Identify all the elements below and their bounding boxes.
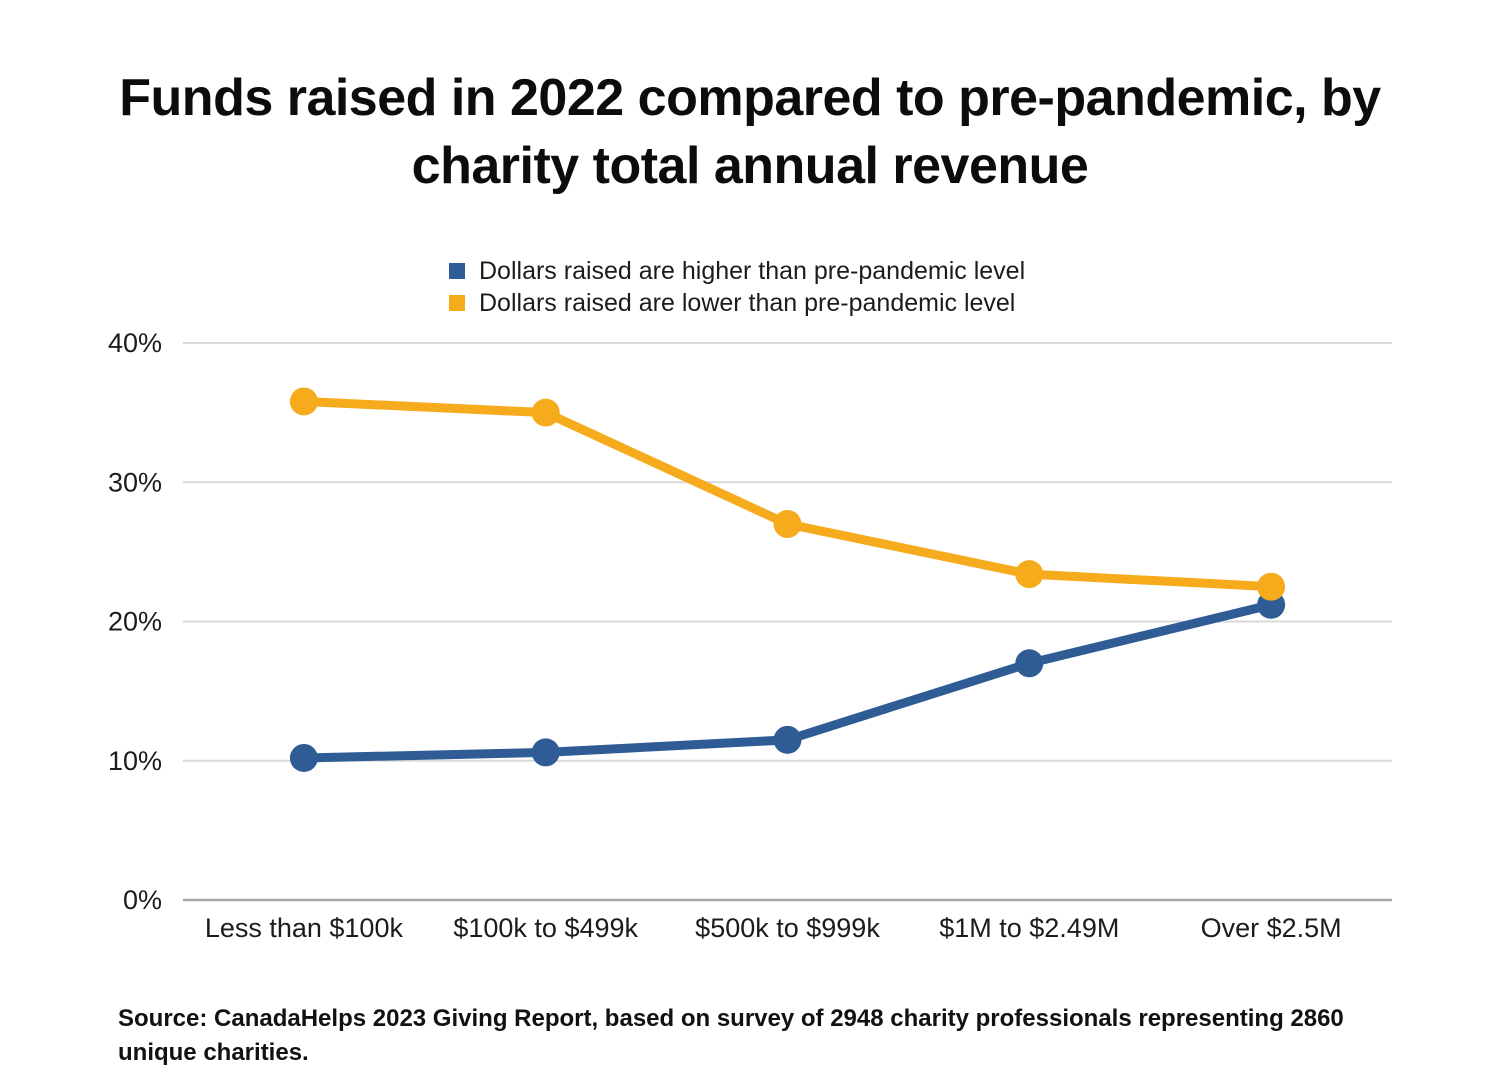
data-point-series1 — [531, 398, 560, 427]
page-title-line2: charity total annual revenue — [411, 137, 1089, 195]
y-tick-label: 40% — [108, 328, 162, 358]
y-tick-label: 30% — [108, 467, 162, 497]
legend-swatch-yellow-icon — [449, 295, 465, 311]
x-tick-label: $500k to $999k — [695, 913, 880, 943]
x-tick-label: $100k to $499k — [453, 913, 638, 943]
legend: Dollars raised are higher than pre-pande… — [449, 257, 1025, 317]
data-point-series1 — [1015, 560, 1044, 589]
page-title: Funds raised in 2022 compared to pre-pan… — [0, 64, 1500, 200]
legend-item-higher: Dollars raised are higher than pre-pande… — [449, 257, 1025, 285]
data-point-series1 — [289, 387, 318, 416]
source-note: Source: CanadaHelps 2023 Giving Report, … — [118, 1005, 1344, 1066]
legend-label-lower: Dollars raised are lower than pre-pandem… — [479, 288, 1016, 317]
y-tick-label: 0% — [123, 885, 162, 915]
data-point-series0 — [289, 743, 318, 772]
data-point-series0 — [531, 738, 560, 767]
legend-item-lower: Dollars raised are lower than pre-pandem… — [449, 289, 1025, 317]
page-title-line1: Funds raised in 2022 compared to pre-pan… — [119, 69, 1381, 127]
legend-swatch-blue-icon — [449, 263, 465, 279]
data-point-series1 — [773, 510, 802, 539]
legend-label-higher: Dollars raised are higher than pre-pande… — [479, 256, 1026, 285]
data-point-series1 — [1257, 572, 1286, 601]
data-point-series0 — [773, 725, 802, 754]
x-tick-label: Less than $100k — [205, 913, 404, 943]
y-tick-label: 20% — [108, 607, 162, 637]
series-line-1 — [299, 396, 1276, 592]
y-tick-label: 10% — [108, 746, 162, 776]
x-tick-label: Over $2.5M — [1201, 913, 1342, 943]
x-tick-label: $1M to $2.49M — [939, 913, 1119, 943]
data-point-series0 — [1015, 649, 1044, 678]
